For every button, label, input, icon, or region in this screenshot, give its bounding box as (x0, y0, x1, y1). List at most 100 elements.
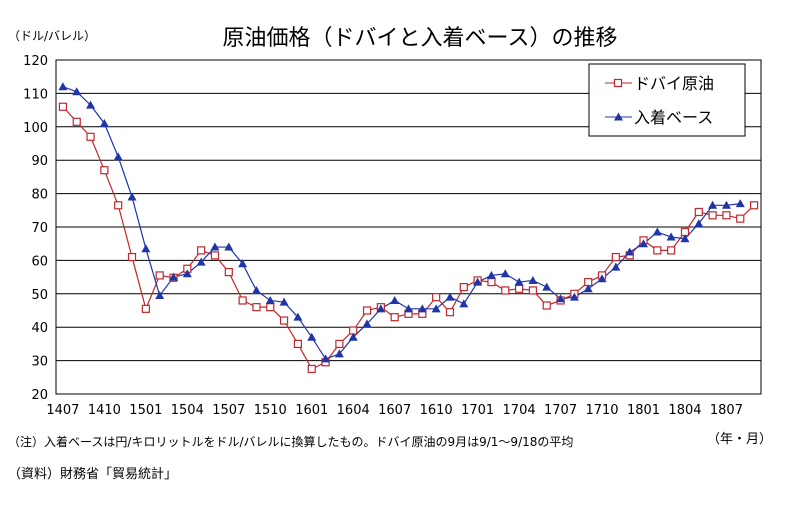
x-tick-label: 1610 (420, 403, 453, 418)
arrival-point (694, 219, 704, 228)
dubai-point (114, 201, 123, 210)
dubai-point (667, 246, 676, 255)
dubai-point (224, 267, 233, 277)
dubai-point (335, 339, 344, 348)
y-tick-label: 110 (23, 87, 48, 102)
dubai-point (432, 293, 441, 302)
dubai-point (694, 207, 703, 217)
y-tick-label: 70 (31, 221, 48, 236)
x-tick-label: 1701 (461, 403, 494, 418)
y-tick-label: 90 (31, 154, 48, 169)
x-tick-label: 1410 (88, 403, 121, 418)
arrival-point (99, 118, 109, 127)
arrival-point (417, 304, 427, 313)
arrival-point (652, 227, 662, 236)
arrival-point (680, 234, 690, 243)
y-tick-label: 40 (31, 321, 48, 336)
dubai-point (542, 301, 551, 310)
grid (56, 92, 761, 362)
dubai-point (528, 286, 538, 295)
dubai-point (155, 271, 164, 280)
dubai-point (514, 284, 524, 293)
arrival-point (155, 290, 165, 299)
dubai-point (722, 211, 731, 220)
arrival-point (708, 200, 718, 209)
arrival-point (735, 199, 745, 208)
source-note: （資料）財務省「貿易統計」 (8, 467, 178, 482)
x-tick-label: 1407 (46, 403, 79, 418)
x-tick-label: 1710 (585, 403, 618, 418)
x-tick-label: 1501 (129, 403, 162, 418)
arrival-point (113, 152, 123, 161)
x-tick-label: 1707 (544, 403, 577, 418)
arrival-point (251, 285, 261, 294)
arrival-point (72, 87, 82, 96)
arrival-point (58, 82, 68, 91)
dubai-point (362, 306, 372, 315)
arrival-point (528, 275, 538, 284)
dubai-point (653, 246, 662, 255)
arrival-point (348, 332, 358, 341)
dubai-point (252, 303, 261, 312)
arrival-point (639, 239, 648, 248)
arrival-point (169, 272, 178, 281)
arrival-point (334, 349, 344, 358)
dubai-point (197, 246, 206, 255)
dubai-point (266, 303, 275, 312)
dubai-point (307, 364, 316, 374)
x-tick-label: 1801 (627, 403, 660, 418)
x-tick-label: 1807 (710, 403, 743, 418)
arrival-point (569, 292, 579, 301)
arrival-point (583, 284, 593, 293)
footnote: （注）入着ベースは円/キロリットルをドル/バレルに換算したもの。ドバイ原油の9月… (8, 435, 574, 449)
legend-label-dubai: ドバイ原油 (634, 74, 714, 93)
chart-title: 原油価格（ドバイと入着ベース）の推移 (223, 26, 618, 51)
arrival-point (362, 319, 372, 328)
dubai-point (611, 252, 620, 262)
arrival-point (431, 304, 441, 313)
dubai-point (501, 286, 510, 295)
arrival-point (625, 247, 635, 256)
dubai-point (736, 214, 745, 223)
x-tick-label: 1504 (171, 403, 204, 418)
arrival-point (473, 277, 483, 286)
x-tick-labels: 1407 1410 1501 1504 1507 1510 1601 1604 1607 1610… (46, 403, 743, 418)
arrival-point (224, 242, 234, 251)
dubai-point (487, 278, 496, 287)
arrival-point (127, 192, 137, 201)
y-axis-unit-label: （ドル/バレル） (8, 29, 96, 43)
arrival-point (265, 295, 275, 304)
arrival-point (321, 354, 331, 363)
dubai-point (749, 201, 759, 210)
dubai-point (210, 251, 220, 260)
arrival-point (597, 274, 607, 283)
x-axis-unit-label: （年・月） (707, 432, 772, 447)
arrival-point (556, 294, 566, 303)
y-tick-label: 50 (31, 288, 48, 303)
x-tick-label: 1704 (503, 403, 536, 418)
dubai-point (390, 313, 399, 322)
arrival-point (611, 262, 621, 271)
y-tick-label: 100 (23, 121, 48, 136)
arrival-point (182, 269, 192, 278)
x-tick-label: 1601 (295, 403, 328, 418)
legend-label-arrival: 入着ベース (634, 108, 713, 127)
arrival-point (210, 242, 220, 251)
arrival-point (666, 232, 676, 241)
arrival-point (445, 292, 455, 301)
dubai-point (445, 308, 455, 317)
dubai-point (293, 339, 303, 348)
legend-marker-arrival (614, 112, 623, 121)
arrival-point (486, 270, 496, 279)
arrival-point (404, 304, 413, 313)
arrival-point (279, 297, 289, 306)
dubai-point (86, 132, 95, 141)
arrival-point (238, 259, 248, 268)
legend-marker-dubai (613, 78, 623, 88)
arrival-point (721, 200, 731, 209)
y-tick-labels: 20 30 40 50 60 70 80 90 100 110 120 (23, 54, 48, 403)
y-tick-label: 30 (31, 355, 48, 370)
dubai-point (708, 211, 717, 220)
arrival-point (293, 312, 303, 321)
